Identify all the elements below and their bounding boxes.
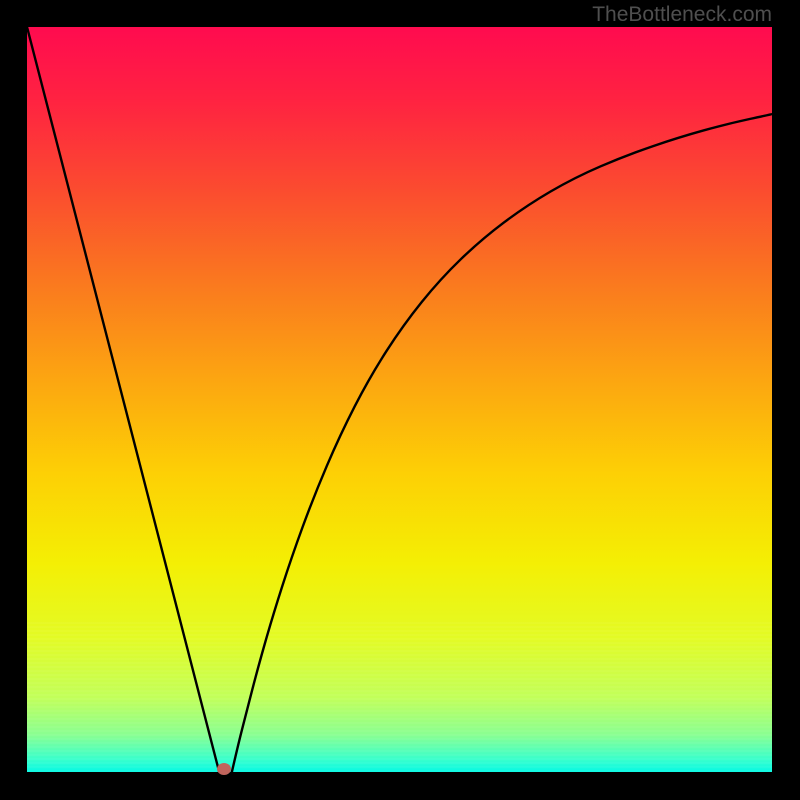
bottleneck-curve	[27, 27, 772, 772]
minimum-marker-dot	[217, 763, 231, 775]
watermark-text: TheBottleneck.com	[592, 3, 772, 27]
plot-area	[27, 27, 772, 772]
chart-container: TheBottleneck.com	[0, 0, 800, 800]
